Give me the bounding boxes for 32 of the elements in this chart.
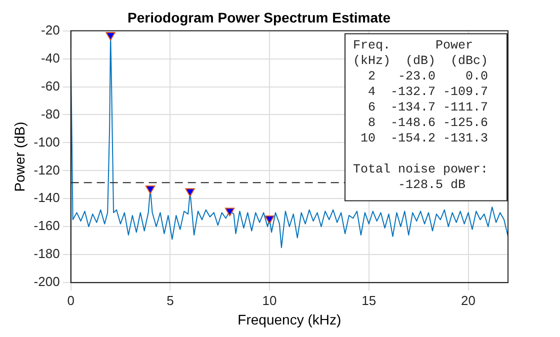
- y-tick-label: -140: [34, 190, 60, 206]
- x-tick-label: 5: [166, 292, 174, 308]
- point: [145, 185, 156, 194]
- x-tick-label: 15: [362, 292, 376, 308]
- annotation: 10 -154.2 -131.3: [353, 131, 488, 146]
- y-tick-label: -60: [41, 78, 60, 94]
- y-tick-label: -200: [34, 274, 60, 290]
- y-tick-label: -180: [34, 246, 60, 262]
- annotation: 4 -132.7 -109.7: [353, 84, 488, 99]
- y-tick-label: -100: [34, 134, 60, 150]
- x-tick-label: 10: [262, 292, 277, 308]
- chart-title: Periodogram Power Spectrum Estimate: [128, 9, 391, 26]
- annotation: (kHz) (dB) (dBc): [353, 54, 488, 68]
- annotation: Total noise power:: [353, 162, 488, 176]
- y-tick-label: -20: [41, 22, 60, 38]
- point: [264, 216, 274, 224]
- y-tick-label: -40: [41, 50, 60, 66]
- annotation: 2 -23.0 0.0: [353, 69, 488, 84]
- point: [106, 32, 116, 40]
- annotation: 6 -134.7 -111.7: [353, 100, 488, 114]
- x-tick-label: 0: [67, 292, 74, 308]
- x-axis-title: Frequency (kHz): [238, 311, 342, 328]
- annotation: -128.5 dB: [353, 178, 466, 192]
- y-tick-label: -80: [41, 106, 60, 122]
- x-tick-label: 20: [461, 292, 476, 308]
- y-tick-label: -160: [34, 218, 60, 234]
- point: [185, 188, 195, 197]
- y-tick-label: -120: [34, 162, 60, 178]
- annotation: 8 -148.6 -125.6: [353, 116, 488, 130]
- annotation: Freq. Power: [353, 38, 474, 52]
- point: [224, 208, 235, 216]
- y-axis-title: Power (dB): [11, 122, 28, 192]
